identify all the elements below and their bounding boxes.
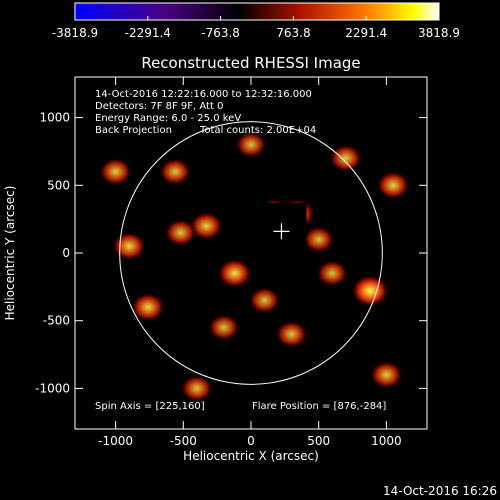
source-3 (216, 258, 253, 289)
source-17 (302, 225, 335, 254)
y-tick-label: 1000 (39, 111, 70, 125)
source-10 (234, 130, 268, 159)
total-counts: Total counts: 2.00E+04 (199, 125, 316, 136)
x-tick-label: -1000 (98, 434, 133, 448)
time-range: 14-Oct-2016 12:22:16.000 to 12:32:16.000 (95, 89, 312, 100)
timestamp: 14-Oct-2016 16:26 (383, 484, 497, 498)
source-7 (130, 292, 166, 323)
y-tick-label: -500 (43, 314, 70, 328)
solar-disk-limb (119, 121, 383, 385)
colorbar (74, 2, 440, 21)
source-19 (248, 286, 281, 315)
colorbar-tick-label: -2291.4 (125, 26, 171, 40)
spin-axis-label: Spin Axis = [225,160] (95, 401, 205, 412)
source-0 (350, 274, 390, 308)
spin-axis-marker (273, 223, 290, 240)
masked-region (251, 202, 307, 259)
source-12 (375, 170, 411, 200)
source-14 (180, 374, 214, 403)
axis-ticks: -1000 -500 0 500 1000 -1000 -500 0 500 1000 (35, 77, 427, 448)
method: Back Projection (95, 125, 172, 136)
detectors: Detectors: 7F 8F 9F, Att 0 (95, 101, 223, 112)
y-tick-label: 0 (62, 246, 70, 260)
colorbar-tick-label: 2291.4 (345, 26, 387, 40)
colorbar-tick-label: -3818.9 (52, 26, 98, 40)
y-tick-label: -1000 (35, 381, 70, 395)
colorbar-tick-label: -763.8 (201, 26, 240, 40)
colorbar-tick-label: 763.8 (276, 26, 310, 40)
x-tick-label: 0 (247, 434, 255, 448)
source-9 (158, 157, 192, 186)
source-4 (189, 211, 224, 241)
source-8 (98, 157, 133, 187)
source-6 (111, 231, 147, 262)
source-5 (164, 218, 198, 247)
y-axis-label: Heliocentric Y (arcsec) (3, 186, 17, 321)
x-axis-label: Heliocentric X (arcsec) (183, 449, 319, 463)
colorbar-ticks: -3818.9 -2291.4 -763.8 763.8 2291.4 3818.9 (52, 16, 460, 40)
energy-range: Energy Range: 6.0 - 25.0 keV (95, 113, 241, 124)
source-13 (369, 360, 404, 390)
chart-title: Reconstructed RHESSI Image (141, 54, 360, 72)
source-18 (207, 313, 241, 342)
source-15 (275, 320, 309, 349)
flare-position-label: Flare Position = [876,-284] (252, 401, 386, 412)
x-tick-label: 500 (307, 434, 330, 448)
y-tick-label: 500 (47, 178, 70, 192)
source-11 (328, 143, 363, 173)
colorbar-tick-label: 3818.9 (418, 26, 460, 40)
x-tick-label: 1000 (371, 434, 402, 448)
source-16 (315, 259, 349, 288)
x-tick-label: -500 (170, 434, 197, 448)
